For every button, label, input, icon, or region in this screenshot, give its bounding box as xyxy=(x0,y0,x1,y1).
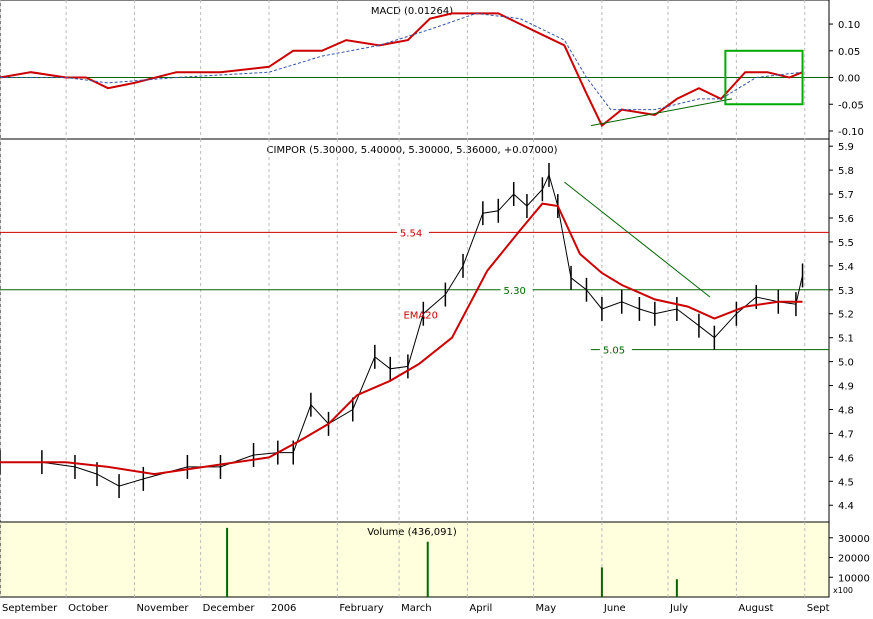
y-tick-label: 5.1 xyxy=(838,334,854,345)
x-axis-label: August xyxy=(738,603,773,614)
price-level-label: 5.05 xyxy=(603,346,625,357)
x-axis-label: April xyxy=(469,603,492,614)
x-axis-label: November xyxy=(136,603,189,614)
price-trendline xyxy=(564,181,711,298)
volume-panel: Volume (436,091) x100 xyxy=(0,521,853,598)
price-level-label-bg xyxy=(500,283,533,296)
x-axis-label: February xyxy=(339,603,383,614)
y-tick-label: 4.7 xyxy=(838,429,854,440)
y-tick-label: 4.6 xyxy=(838,453,854,464)
price-title: CIMPOR (5.30000, 5.40000, 5.30000, 5.360… xyxy=(267,145,558,156)
price-level-label: 5.30 xyxy=(504,286,526,297)
y-tick-label: 5.9 xyxy=(838,142,854,153)
y-tick-label: 0.10 xyxy=(838,20,860,31)
price-level-label-bg xyxy=(396,226,429,239)
macd-signal-line xyxy=(0,12,803,111)
macd-line xyxy=(0,12,803,128)
x-axis-label: October xyxy=(68,603,109,614)
y-tick-label: 5.4 xyxy=(838,262,854,273)
x-axis-label: March xyxy=(401,603,431,614)
macd-highlight-box xyxy=(724,49,804,106)
y-tick-label: 5.6 xyxy=(838,214,854,225)
price-level-label: 5.54 xyxy=(400,228,422,239)
y-tick-label: -0.10 xyxy=(838,127,864,138)
y-tick-label: 5.8 xyxy=(838,166,854,177)
y-tick-label: 4.8 xyxy=(838,405,854,416)
x-axis-label: May xyxy=(536,603,557,614)
y-tick-label: 30000 xyxy=(838,534,870,545)
x-axis-label: September xyxy=(2,603,58,614)
y-tick-label: 20000 xyxy=(838,554,870,565)
x-axis-label: June xyxy=(603,603,626,614)
volume-title: Volume (436,091) xyxy=(367,527,457,538)
macd-trendline xyxy=(590,98,733,127)
y-tick-label: 4.4 xyxy=(838,501,854,512)
y-tick-label: 5.0 xyxy=(838,358,854,369)
price-level-label-bg xyxy=(599,343,632,356)
y-tick-label: 0.00 xyxy=(838,74,860,85)
macd-title: MACD (0.01264) xyxy=(371,6,453,17)
x-axis-label: July xyxy=(669,603,688,614)
price-panel: CIMPOR (5.30000, 5.40000, 5.30000, 5.360… xyxy=(0,138,830,523)
volume-unit-label: x100 xyxy=(833,586,853,595)
y-tick-label: 10000 xyxy=(838,573,870,584)
ema20-label: EMA20 xyxy=(403,311,438,322)
ema20-line xyxy=(0,202,803,476)
y-tick-label: 5.7 xyxy=(838,190,854,201)
y-tick-label: 5.2 xyxy=(838,310,854,321)
y-tick-label: -0.05 xyxy=(838,100,864,111)
x-axis-label: 2006 xyxy=(271,603,296,614)
macd-panel: MACD (0.01264) xyxy=(0,0,830,140)
y-tick-label: 4.9 xyxy=(838,382,854,393)
y-tick-label: 4.5 xyxy=(838,477,854,488)
x-axis-label: December xyxy=(203,603,256,614)
y-tick-label: 5.3 xyxy=(838,286,854,297)
y-tick-label: 0.05 xyxy=(838,47,860,58)
x-axis-label: Sept xyxy=(807,603,830,614)
y-tick-label: 5.5 xyxy=(838,238,854,249)
